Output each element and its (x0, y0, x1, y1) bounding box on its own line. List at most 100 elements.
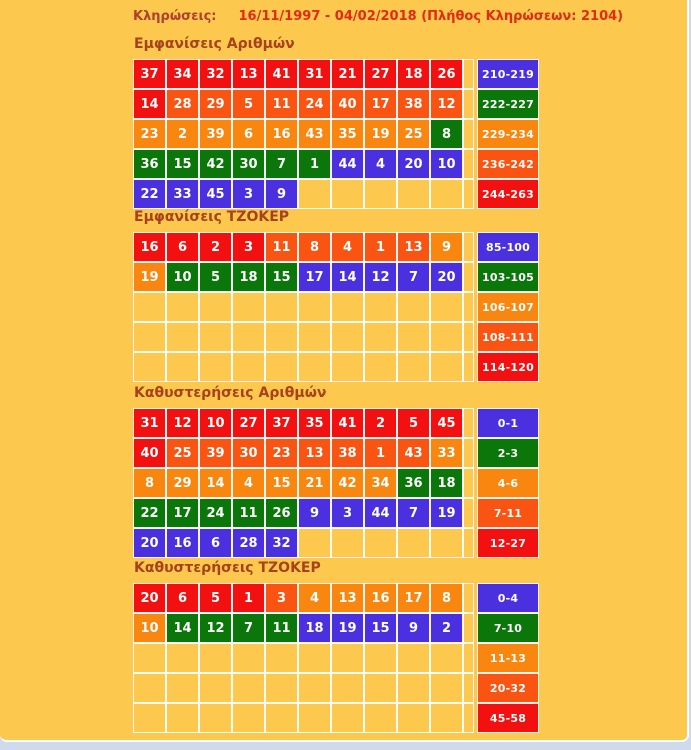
empty-cell (298, 352, 331, 382)
number-cell: 34 (364, 468, 397, 498)
legend-range: 45-58 (477, 703, 539, 733)
number-cell: 18 (397, 59, 430, 89)
section-title: Καθυστερήσεις ΤΖΟΚΕΡ (134, 560, 321, 576)
empty-cell (199, 352, 232, 382)
empty-cell (364, 703, 397, 733)
section-appearances-numbers: Εμφανίσεις Αριθμών 37 34 32 13 41 31 21 27 18 26 2… (133, 36, 539, 209)
number-cell: 8 (430, 583, 463, 613)
number-cell: 29 (166, 468, 199, 498)
number-cell: 25 (397, 119, 430, 149)
number-cell: 38 (397, 89, 430, 119)
empty-cell (133, 292, 166, 322)
number-cell: 4 (364, 149, 397, 179)
empty-cell (133, 643, 166, 673)
legend-range: 244-263 (477, 179, 539, 209)
number-cell: 3 (331, 498, 364, 528)
number-cell: 10 (133, 613, 166, 643)
empty-cell (331, 179, 364, 209)
number-cell: 13 (331, 583, 364, 613)
spacer-cell (463, 89, 474, 119)
empty-cell (430, 528, 463, 558)
empty-cell (364, 292, 397, 322)
empty-cell (265, 673, 298, 703)
number-cell: 34 (166, 59, 199, 89)
number-cell: 5 (232, 89, 265, 119)
spacer-cell (463, 468, 474, 498)
number-cell: 5 (199, 262, 232, 292)
empty-cell (364, 673, 397, 703)
spacer-cell (463, 232, 474, 262)
empty-cell (265, 322, 298, 352)
empty-cell (166, 703, 199, 733)
spacer-cell (463, 613, 474, 643)
empty-cell (430, 703, 463, 733)
number-cell: 10 (166, 262, 199, 292)
spacer-cell (463, 408, 474, 438)
legend-range: 103-105 (477, 262, 539, 292)
legend-range: 108-111 (477, 322, 539, 352)
number-cell: 13 (397, 232, 430, 262)
empty-cell (364, 643, 397, 673)
section-title: Καθυστερήσεις Αριθμών (134, 385, 327, 401)
spacer-cell (463, 322, 474, 352)
empty-cell (133, 703, 166, 733)
number-cell: 33 (166, 179, 199, 209)
number-cell: 41 (331, 408, 364, 438)
number-cell: 40 (331, 89, 364, 119)
number-cell: 44 (331, 149, 364, 179)
number-cell: 11 (265, 89, 298, 119)
number-cell: 12 (166, 408, 199, 438)
number-cell: 22 (133, 498, 166, 528)
number-cell: 3 (232, 179, 265, 209)
number-cell: 6 (232, 119, 265, 149)
number-cell: 8 (298, 232, 331, 262)
empty-cell (397, 528, 430, 558)
legend-range: 210-219 (477, 59, 539, 89)
number-cell: 36 (133, 149, 166, 179)
section-title: Εμφανίσεις Αριθμών (134, 36, 295, 52)
empty-cell (397, 322, 430, 352)
number-cell: 4 (298, 583, 331, 613)
legend-range: 229-234 (477, 119, 539, 149)
number-cell: 2 (166, 119, 199, 149)
number-cell: 26 (430, 59, 463, 89)
legend-range: 20-32 (477, 673, 539, 703)
spacer-cell (463, 438, 474, 468)
number-cell: 31 (133, 408, 166, 438)
empty-cell (265, 352, 298, 382)
empty-cell (397, 703, 430, 733)
number-cell: 28 (166, 89, 199, 119)
empty-cell (232, 292, 265, 322)
number-cell: 37 (265, 408, 298, 438)
empty-cell (331, 292, 364, 322)
empty-cell (298, 322, 331, 352)
number-cell: 8 (430, 119, 463, 149)
spacer-cell (463, 59, 474, 89)
number-cell: 45 (199, 179, 232, 209)
number-cell: 9 (298, 498, 331, 528)
number-cell: 39 (199, 119, 232, 149)
number-cell: 9 (397, 613, 430, 643)
number-cell: 33 (430, 438, 463, 468)
number-cell: 16 (265, 119, 298, 149)
numbers-delays-grid: 31 12 10 27 37 35 41 2 5 45 0-1 40 25 39 30 23 13 38 1 43 33… (133, 408, 539, 558)
joker-grid: 16 6 2 3 11 8 4 1 13 9 85-100 19 10 5 18 15 17 14 12 7 20 103… (133, 232, 539, 382)
spacer-cell (463, 498, 474, 528)
number-cell: 23 (265, 438, 298, 468)
number-cell: 19 (133, 262, 166, 292)
number-cell: 6 (166, 583, 199, 613)
number-cell: 13 (232, 59, 265, 89)
empty-cell (298, 292, 331, 322)
number-cell: 20 (430, 262, 463, 292)
empty-cell (232, 673, 265, 703)
empty-cell (199, 292, 232, 322)
number-cell: 1 (232, 583, 265, 613)
number-cell: 20 (133, 583, 166, 613)
number-cell: 1 (298, 149, 331, 179)
number-cell: 4 (331, 232, 364, 262)
empty-cell (166, 292, 199, 322)
number-cell: 12 (199, 613, 232, 643)
number-cell: 2 (199, 232, 232, 262)
number-cell: 14 (166, 613, 199, 643)
number-cell: 26 (265, 498, 298, 528)
